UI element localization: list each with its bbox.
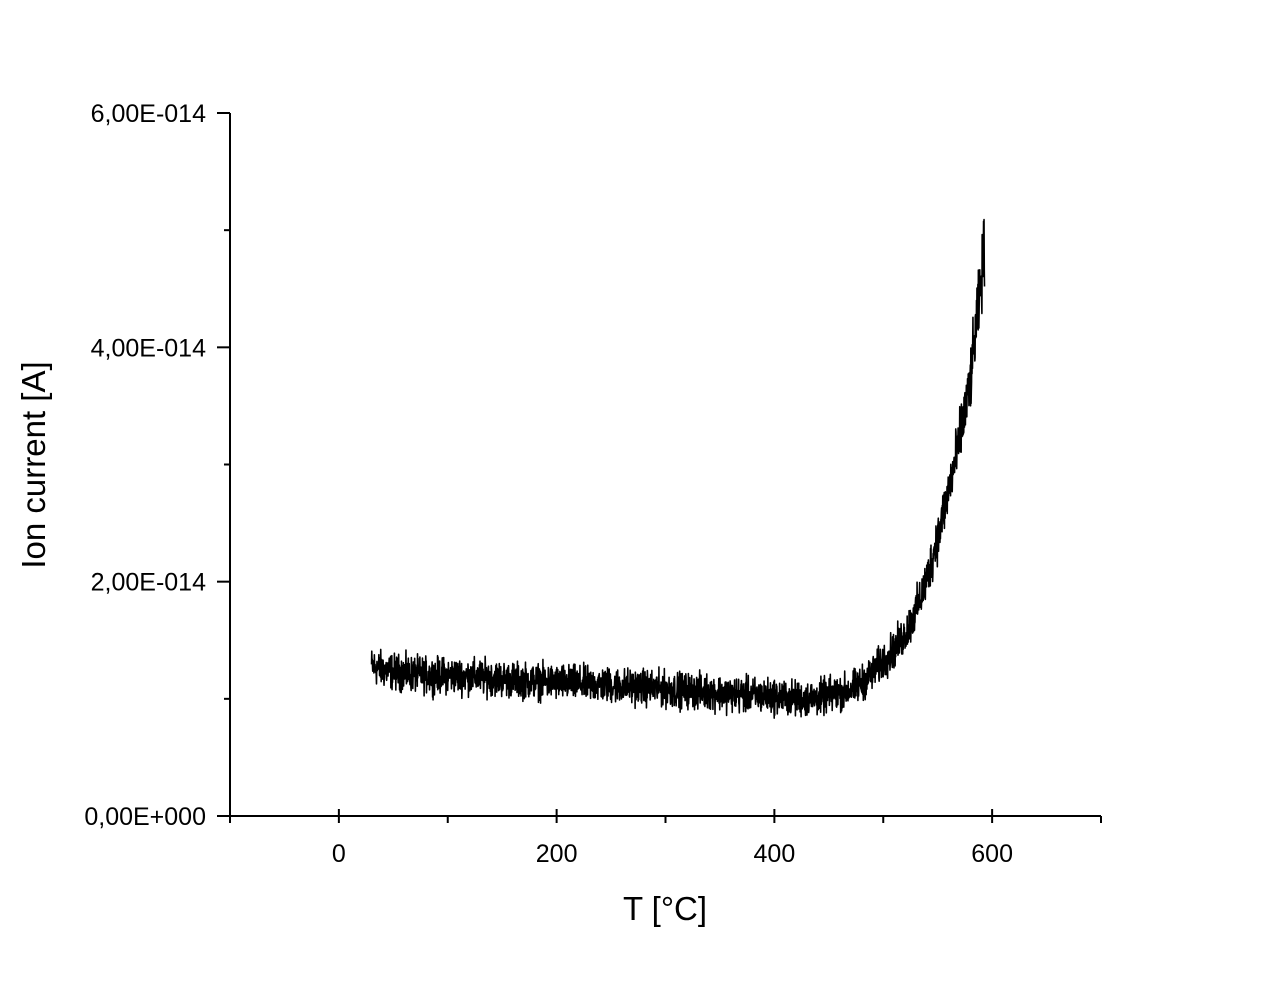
- x-tick-label: 200: [536, 840, 578, 868]
- series-layer: [370, 218, 986, 719]
- y-tick-label: 6,00E-014: [91, 100, 206, 128]
- x-tick-label: 600: [971, 840, 1013, 868]
- y-tick-label: 2,00E-014: [91, 569, 206, 597]
- y-axis-title: Ion current [A]: [15, 361, 52, 568]
- x-axis-title: T [°C]: [623, 890, 707, 927]
- axes: [217, 112, 1102, 823]
- y-tick-label: 4,00E-014: [91, 334, 206, 362]
- labels-layer: T [°C] Ion current [A] 0 200 400 600 0,00E+0…: [15, 100, 1013, 927]
- series-line: [370, 218, 986, 719]
- y-tick-label: 0,00E+000: [84, 803, 206, 831]
- x-tick-label: 0: [332, 840, 346, 868]
- x-tick-label: 400: [754, 840, 796, 868]
